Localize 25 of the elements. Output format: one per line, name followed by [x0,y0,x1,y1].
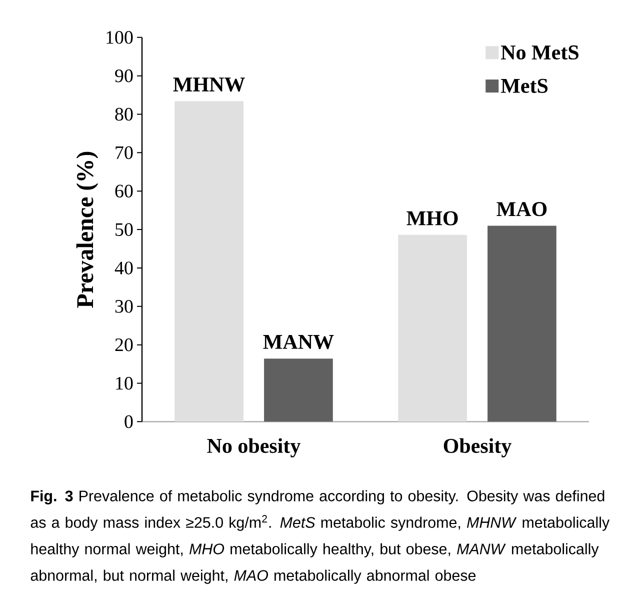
legend-label: MetS [500,78,548,93]
data-label: MAO [496,202,547,216]
data-label: MHNW [173,78,245,92]
y-tick-label: 40 [114,262,133,274]
text: Fig. 3 Prevalence of metabolic syndrome according to obesity. Obesity was defined as a body mass index ≥25.0 kg/m$^{2}$. MetS metabolic syndrome, MHNW metabolically healthy normal weight, MHO metabolically healthy, but obese, MANW metabolically abnormal, but normal weight, MAO metabolically abnormal obese [30,490,610,584]
data-label: MHO [406,211,458,226]
y-tick-label: 20 [115,338,133,352]
y-tick-label: 0 [124,415,133,428]
bar [174,101,244,422]
y-tick-label: 70 [116,146,133,160]
legend-label: No MetS [500,45,578,60]
x-tick-label: No obesity [207,438,300,458]
y-tick-label: 90 [115,69,133,82]
data-label: MANW [263,334,334,350]
y-tick-label: 100 [106,30,133,44]
bar [398,234,467,422]
y-tick-label: 10 [116,376,133,390]
bar [488,226,556,422]
y-tick-label: 60 [115,184,133,198]
y-tick-label: 50 [116,223,133,236]
x-tick-label: Obesity [444,438,512,458]
y-tick-label: 30 [115,300,133,313]
y-axis-title: Prevalence (%) [76,152,98,308]
bar [264,358,333,422]
y-tick-label: 80 [115,108,133,121]
